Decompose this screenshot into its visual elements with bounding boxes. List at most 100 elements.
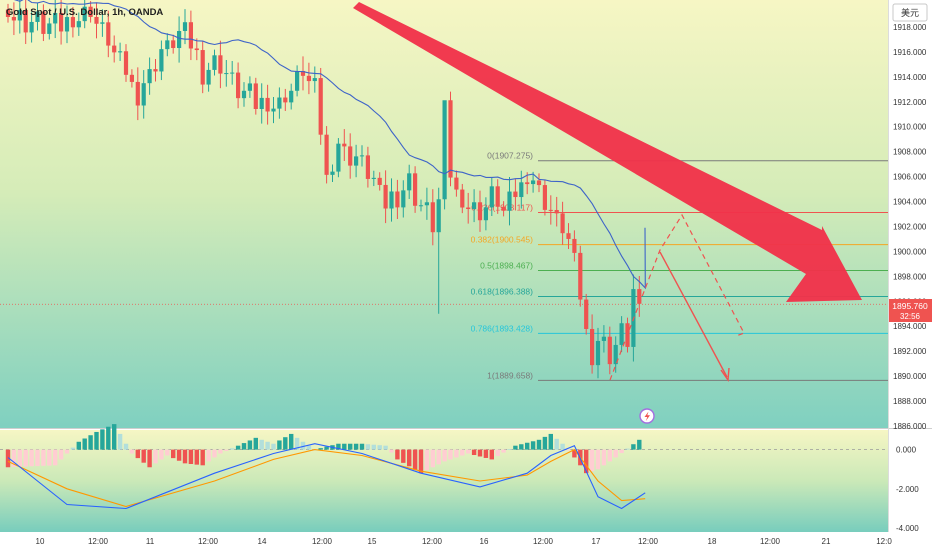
macd-histogram-bar xyxy=(389,449,394,453)
macd-histogram-bar xyxy=(17,449,22,467)
macd-histogram-bar xyxy=(436,449,441,465)
candle-body xyxy=(342,143,347,147)
currency-button-label[interactable]: 美元 xyxy=(901,7,919,18)
candle-body xyxy=(477,202,483,221)
time-tick-label: 21 xyxy=(822,537,831,546)
macd-histogram-bar xyxy=(625,448,630,450)
price-tick-label: 1888.000 xyxy=(893,397,927,406)
currency-button-frame[interactable] xyxy=(892,3,928,22)
candle-body xyxy=(318,78,323,135)
macd-histogram-bar xyxy=(159,449,164,460)
candle-body xyxy=(578,252,583,300)
candle-body xyxy=(41,11,46,34)
countdown-label: 32:56 xyxy=(900,312,921,321)
time-tick-label: 12:00 xyxy=(312,537,333,546)
macd-histogram-bar xyxy=(560,443,565,450)
candle-body xyxy=(536,180,542,186)
macd-histogram-bar xyxy=(5,449,11,468)
macd-histogram-bar xyxy=(412,449,418,470)
macd-histogram-bar xyxy=(206,449,211,462)
candle-body xyxy=(448,100,453,178)
price-tick-label: 1908.000 xyxy=(893,148,927,157)
candle-body xyxy=(407,173,412,191)
candle-body xyxy=(135,81,140,106)
candle-body xyxy=(584,299,589,329)
price-tick-label: 1906.000 xyxy=(893,173,927,182)
currency-button[interactable]: 美元 xyxy=(892,3,928,22)
current-price-label: 1895.760 xyxy=(892,301,928,311)
fib-level-label: 0(1907.275) xyxy=(487,151,533,161)
candle-body xyxy=(436,199,441,233)
candle-body xyxy=(212,55,217,70)
macd-histogram-bar xyxy=(153,449,158,464)
dashed-projection-path xyxy=(609,213,745,381)
macd-histogram-bar xyxy=(324,446,329,450)
candle-body xyxy=(106,22,111,46)
macd-histogram-bar xyxy=(58,449,64,460)
macd-histogram-bar xyxy=(418,449,424,474)
macd-histogram-bar xyxy=(495,449,500,456)
candle-body xyxy=(206,69,211,85)
candle-body xyxy=(619,323,624,345)
macd-histogram-bar xyxy=(584,449,589,474)
macd-histogram-bar xyxy=(442,449,447,462)
candle-body xyxy=(348,146,353,166)
candle-body xyxy=(371,177,376,179)
macd-histogram-bar xyxy=(595,449,601,470)
candle-body xyxy=(153,69,158,72)
price-tick-label: 1910.000 xyxy=(893,123,927,132)
candle-body xyxy=(460,189,465,208)
candle-body xyxy=(253,83,258,109)
macd-histogram-bar xyxy=(448,449,453,460)
macd-histogram-bar xyxy=(235,445,241,450)
candle-body xyxy=(295,70,300,91)
macd-histogram-bar xyxy=(306,445,312,450)
macd-histogram-bar xyxy=(29,449,34,467)
macd-histogram-bar xyxy=(342,443,347,450)
macd-histogram-bar xyxy=(100,429,105,450)
moving-average-line xyxy=(13,0,646,290)
macd-histogram-bar xyxy=(300,441,306,450)
price-tick-label: 1886.000 xyxy=(893,422,927,431)
macd-histogram-bar xyxy=(123,443,129,450)
candle-body xyxy=(200,50,205,85)
candle-body xyxy=(489,186,494,208)
candle-body xyxy=(171,40,176,49)
candlestick-series xyxy=(5,0,642,379)
macd-histogram-bar xyxy=(129,449,135,454)
candle-body xyxy=(265,97,270,112)
macd-histogram-bar xyxy=(548,433,553,450)
macd-histogram-bar xyxy=(601,449,607,466)
candle-body xyxy=(572,238,577,253)
price-tick-label: 1900.000 xyxy=(893,247,927,256)
candle-body xyxy=(76,21,81,28)
macd-histogram-bar xyxy=(112,424,117,450)
candle-body xyxy=(601,336,606,341)
lightning-icon[interactable] xyxy=(639,408,655,424)
price-tick-label: 1890.000 xyxy=(893,372,927,381)
macd-histogram-bar xyxy=(70,447,76,450)
macd-histogram-bar xyxy=(619,449,624,454)
macd-histogram-bar xyxy=(94,431,99,450)
time-tick-label: 16 xyxy=(480,537,489,546)
macd-histogram-bar xyxy=(200,449,205,466)
candle-body xyxy=(306,75,311,82)
macd-histogram-bar xyxy=(182,449,188,464)
projection-drawings[interactable] xyxy=(353,2,862,382)
time-axis-labels: 10 12:00 11 12:00 14 12:00 15 12:00 16 12:00 17 12:… xyxy=(36,537,893,546)
candle-body xyxy=(88,6,93,17)
candle-body xyxy=(182,22,188,31)
candle-body xyxy=(259,97,264,109)
macd-histogram-bar xyxy=(294,437,300,450)
candle-body xyxy=(507,191,512,211)
price-tick-label: 1912.000 xyxy=(893,98,927,107)
candle-body xyxy=(466,207,471,210)
macd-histogram-bar xyxy=(483,449,489,458)
candle-body xyxy=(129,74,134,82)
candle-body xyxy=(64,17,70,32)
macd-histogram-bar xyxy=(76,441,81,450)
macd-histogram-bar xyxy=(135,449,140,459)
macd-histogram-bar xyxy=(607,449,612,462)
